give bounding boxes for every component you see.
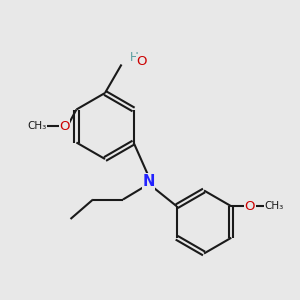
Text: N: N — [142, 174, 155, 189]
Text: H: H — [130, 51, 139, 64]
Text: O: O — [59, 119, 70, 133]
Text: CH₃: CH₃ — [27, 121, 46, 131]
Text: CH₃: CH₃ — [264, 201, 284, 211]
Text: O: O — [244, 200, 255, 213]
Text: O: O — [136, 55, 147, 68]
